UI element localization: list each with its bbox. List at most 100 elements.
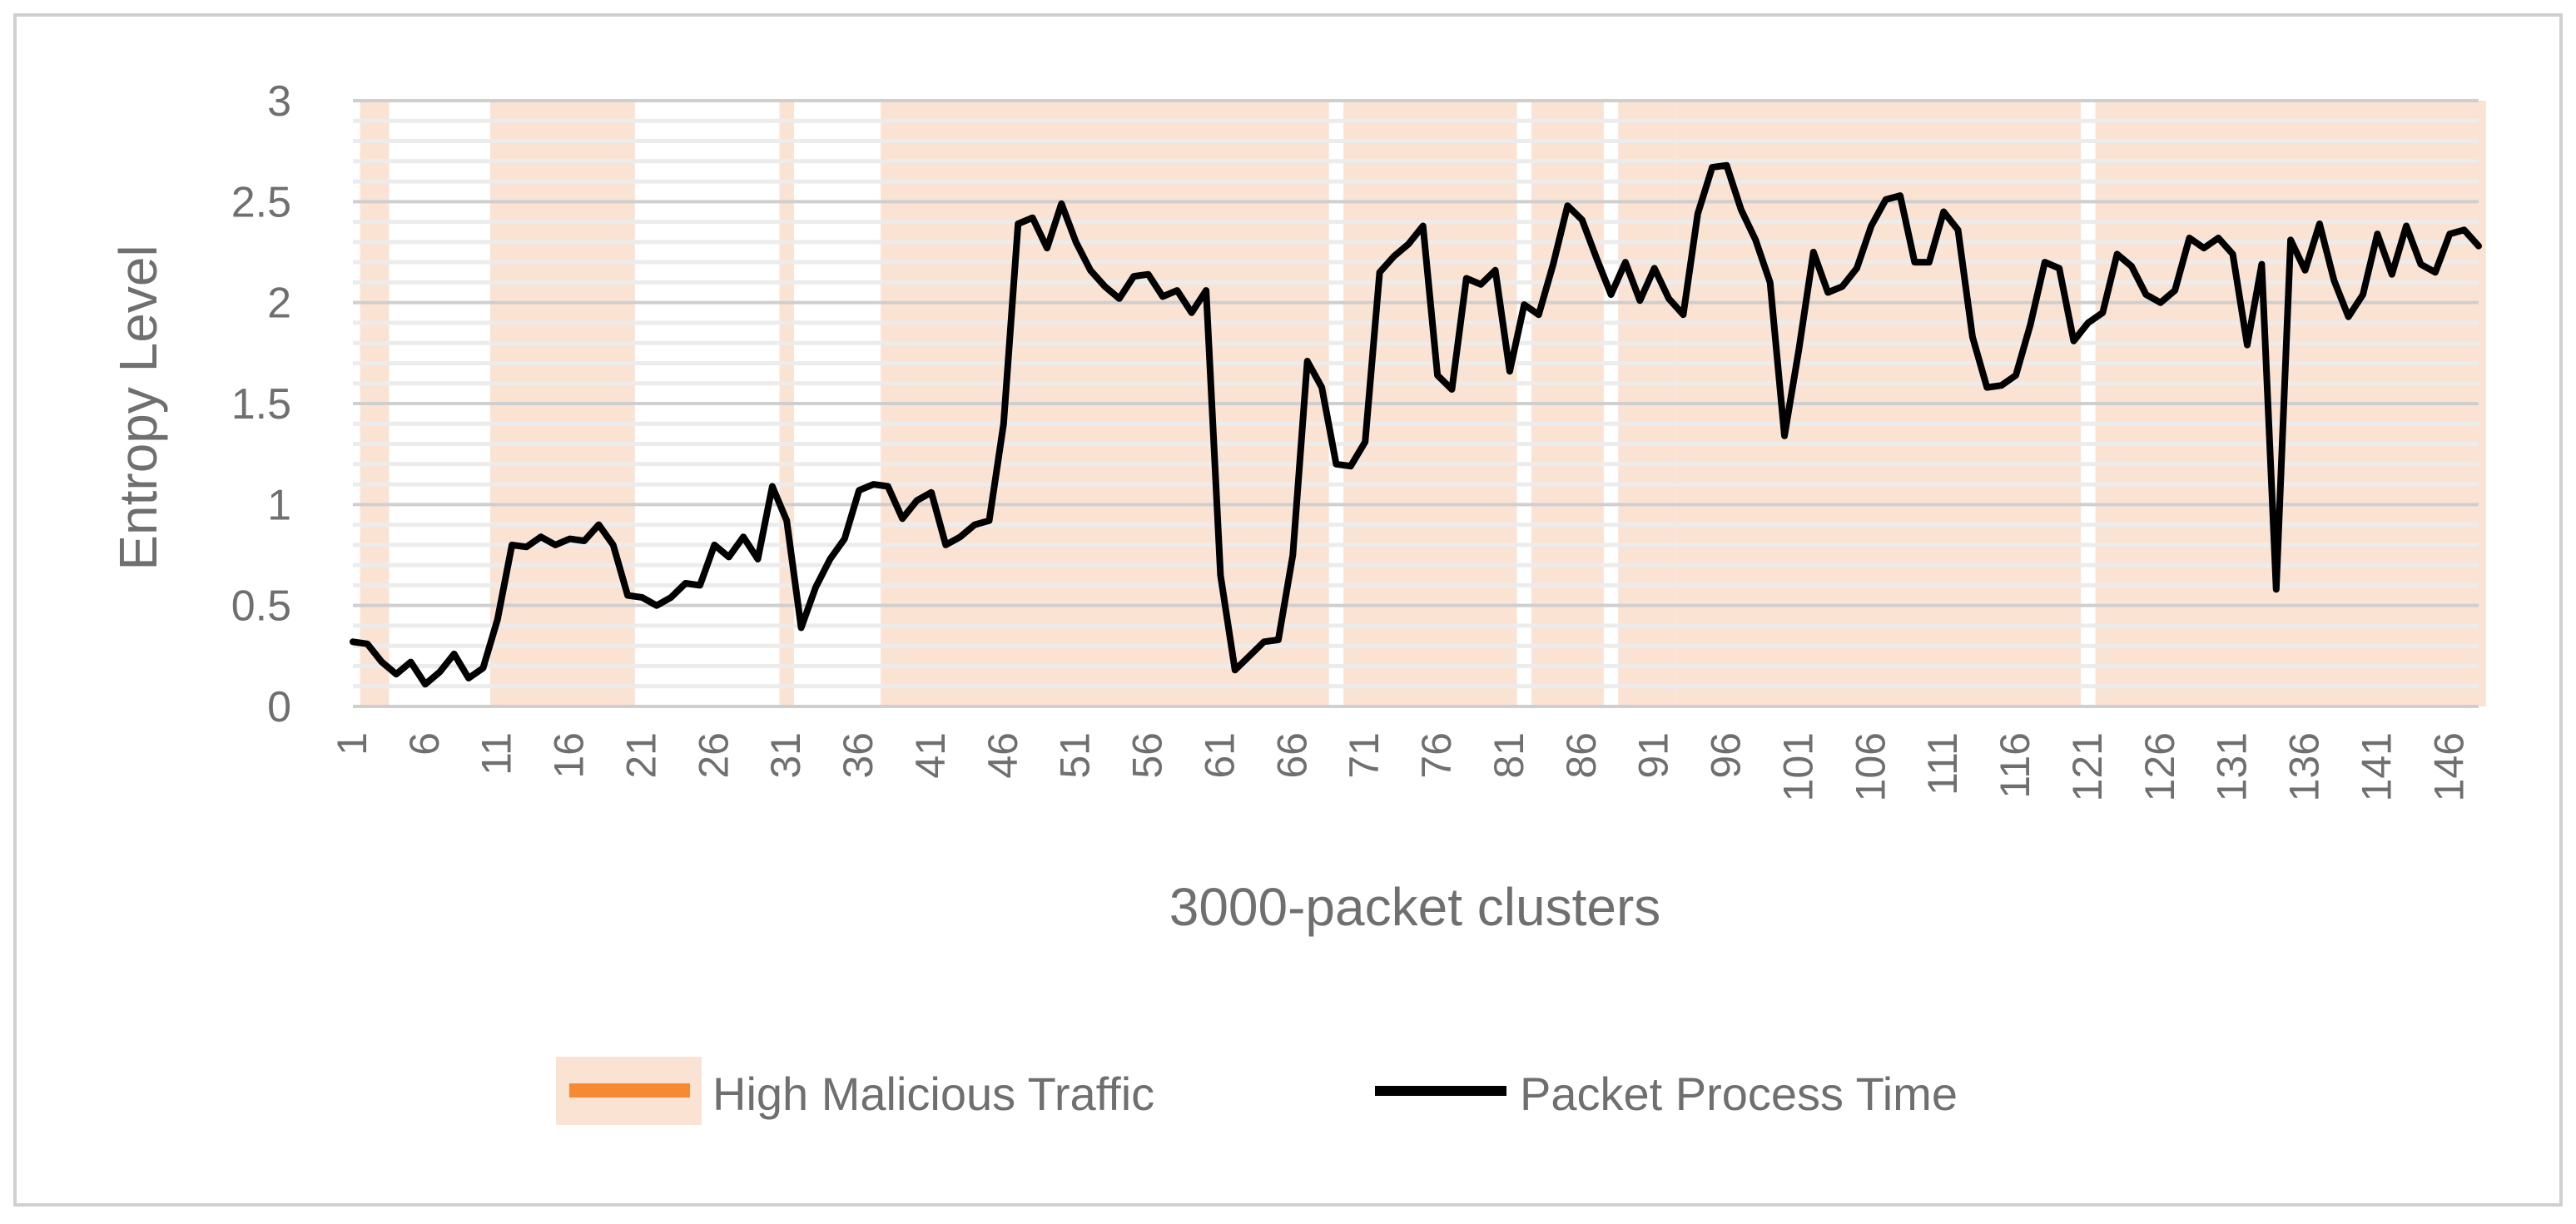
data-point (2304, 269, 2306, 271)
x-tick-label: 101 (1774, 732, 1821, 801)
data-point (1841, 285, 1844, 288)
x-tick-label: 21 (618, 732, 664, 779)
legend-highlight-label: High Malicious Traffic (712, 1068, 1154, 1120)
data-point (1075, 240, 1077, 243)
data-point (1045, 247, 1048, 250)
data-point (1913, 261, 1916, 264)
data-point (1480, 283, 1482, 285)
data-point (2261, 263, 2263, 265)
data-point (583, 540, 585, 543)
data-point (1017, 223, 1020, 225)
data-point (786, 519, 788, 522)
data-point (2420, 263, 2422, 265)
x-tick-label: 126 (2137, 732, 2183, 801)
data-point (1031, 216, 1034, 219)
data-point (1508, 370, 1511, 373)
data-point (2231, 253, 2234, 255)
x-tick-label: 31 (762, 732, 809, 779)
data-point (959, 536, 961, 538)
x-axis-title: 3000-packet clusters (1169, 877, 1661, 937)
data-point (2376, 233, 2379, 235)
data-point (1566, 205, 1569, 207)
data-point (1740, 209, 1742, 211)
x-tick-label: 46 (980, 732, 1026, 779)
data-point (352, 641, 354, 643)
data-point (1928, 261, 1930, 264)
data-point (698, 584, 701, 587)
y-tick-label: 0 (267, 683, 291, 731)
x-tick-label: 11 (474, 732, 520, 776)
x-tick-label: 86 (1558, 732, 1605, 779)
data-point (1089, 269, 1092, 271)
data-point (670, 596, 673, 598)
data-point (2174, 290, 2176, 292)
data-point (2043, 261, 2046, 264)
data-point (1118, 297, 1120, 300)
data-point (511, 543, 514, 546)
data-point (1306, 360, 1308, 363)
x-tick-label: 41 (907, 732, 954, 779)
data-point (627, 594, 629, 597)
x-tick-label: 56 (1124, 732, 1171, 779)
x-tick-label: 146 (2425, 732, 2472, 801)
x-tick-label: 106 (1847, 732, 1894, 801)
data-point (872, 483, 875, 486)
legend: High Malicious Traffic Packet Process Ti… (556, 1057, 1958, 1125)
data-point (1682, 314, 1685, 316)
data-point (1696, 212, 1699, 215)
data-point (1104, 285, 1106, 288)
x-tick-label: 136 (2281, 732, 2328, 801)
data-point (453, 652, 455, 655)
data-point (2478, 245, 2479, 247)
data-point (380, 661, 383, 663)
data-point (1335, 463, 1338, 465)
data-point (2318, 223, 2320, 225)
y-tick-labels: 0 0.5 1 1.5 2 2.5 3 (231, 77, 291, 731)
data-point (641, 596, 643, 598)
data-point (2217, 237, 2220, 240)
x-tick-label: 111 (1919, 732, 1966, 795)
data-point (886, 485, 889, 488)
data-point (1624, 261, 1626, 264)
data-point (2434, 271, 2436, 274)
data-point (945, 543, 947, 546)
data-point (1884, 198, 1887, 201)
data-point (930, 491, 932, 493)
data-point (2000, 384, 2003, 387)
data-point (1639, 300, 1641, 302)
data-point (843, 538, 846, 540)
data-point (1668, 297, 1670, 300)
data-point (2362, 293, 2365, 295)
series-line-1 (350, 161, 2482, 688)
x-tick-label: 26 (690, 732, 737, 779)
data-point (1986, 386, 1988, 389)
data-point (1870, 225, 1873, 227)
y-tick-label: 3 (267, 77, 291, 126)
y-tick-label: 1.5 (231, 380, 291, 429)
data-point (901, 518, 904, 520)
data-point (2159, 301, 2162, 304)
data-point (1769, 281, 1771, 284)
data-point (1827, 291, 1829, 294)
data-point (655, 604, 658, 607)
x-tick-label: 61 (1196, 732, 1243, 779)
data-point (1349, 465, 1352, 468)
data-point (2102, 311, 2104, 314)
data-point (496, 618, 499, 621)
data-point (814, 586, 816, 588)
data-point (757, 557, 759, 560)
data-point (1176, 290, 1179, 292)
x-tick-label: 76 (1413, 732, 1460, 779)
data-point (1002, 423, 1005, 425)
data-point (1943, 211, 1945, 213)
data-point (467, 677, 469, 680)
data-point (800, 627, 802, 629)
data-point (684, 582, 687, 584)
data-point (482, 667, 484, 669)
data-point (1855, 267, 1858, 270)
data-point (829, 557, 831, 560)
legend-highlight-marker (569, 1083, 690, 1098)
data-point (2029, 324, 2032, 326)
data-point (1494, 269, 1496, 271)
